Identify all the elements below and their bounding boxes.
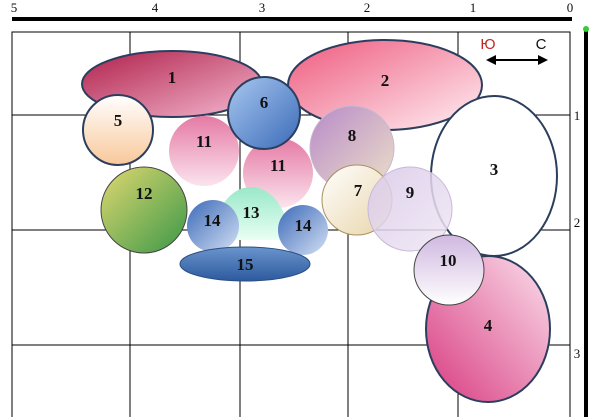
shape-label: 2 — [381, 71, 390, 90]
shape-label: 15 — [237, 255, 254, 274]
shape-label: 14 — [204, 211, 222, 230]
shape — [187, 200, 239, 252]
ruler-dot — [583, 26, 589, 32]
ruler-label: 0 — [567, 0, 574, 15]
ruler-label: 5 — [11, 0, 18, 15]
shape — [169, 116, 239, 186]
ruler-label: 2 — [364, 0, 371, 15]
shape-label: 4 — [484, 316, 493, 335]
shape — [367, 166, 453, 252]
ruler-label: 1 — [574, 108, 581, 123]
shape-label: 6 — [260, 93, 269, 112]
shape-label: 11 — [196, 132, 212, 151]
shape-label: 13 — [243, 203, 260, 222]
shape — [227, 76, 301, 150]
arrow-head — [486, 55, 496, 65]
ruler-label: 3 — [574, 346, 581, 361]
ruler-label: 2 — [574, 215, 581, 230]
compass-label: Ю — [480, 36, 495, 53]
shape-label: 1 — [168, 68, 177, 87]
shape — [179, 246, 311, 282]
arrow-head — [538, 55, 548, 65]
shape — [278, 205, 328, 255]
shape-label: 7 — [354, 181, 363, 200]
shape-label: 10 — [440, 251, 457, 270]
shape — [413, 234, 485, 306]
shape-label: 14 — [295, 216, 313, 235]
shape-label: 3 — [490, 160, 499, 179]
shape-label: 8 — [348, 126, 357, 145]
compass-label: С — [536, 36, 547, 53]
shape — [82, 94, 154, 166]
shape-label: 5 — [114, 111, 123, 130]
shape-label: 9 — [406, 183, 415, 202]
ruler-label: 3 — [259, 0, 266, 15]
shape-label: 11 — [270, 156, 286, 175]
shape — [100, 166, 188, 254]
ruler-label: 4 — [152, 0, 159, 15]
shape-label: 12 — [136, 184, 153, 203]
ruler-label: 1 — [470, 0, 477, 15]
